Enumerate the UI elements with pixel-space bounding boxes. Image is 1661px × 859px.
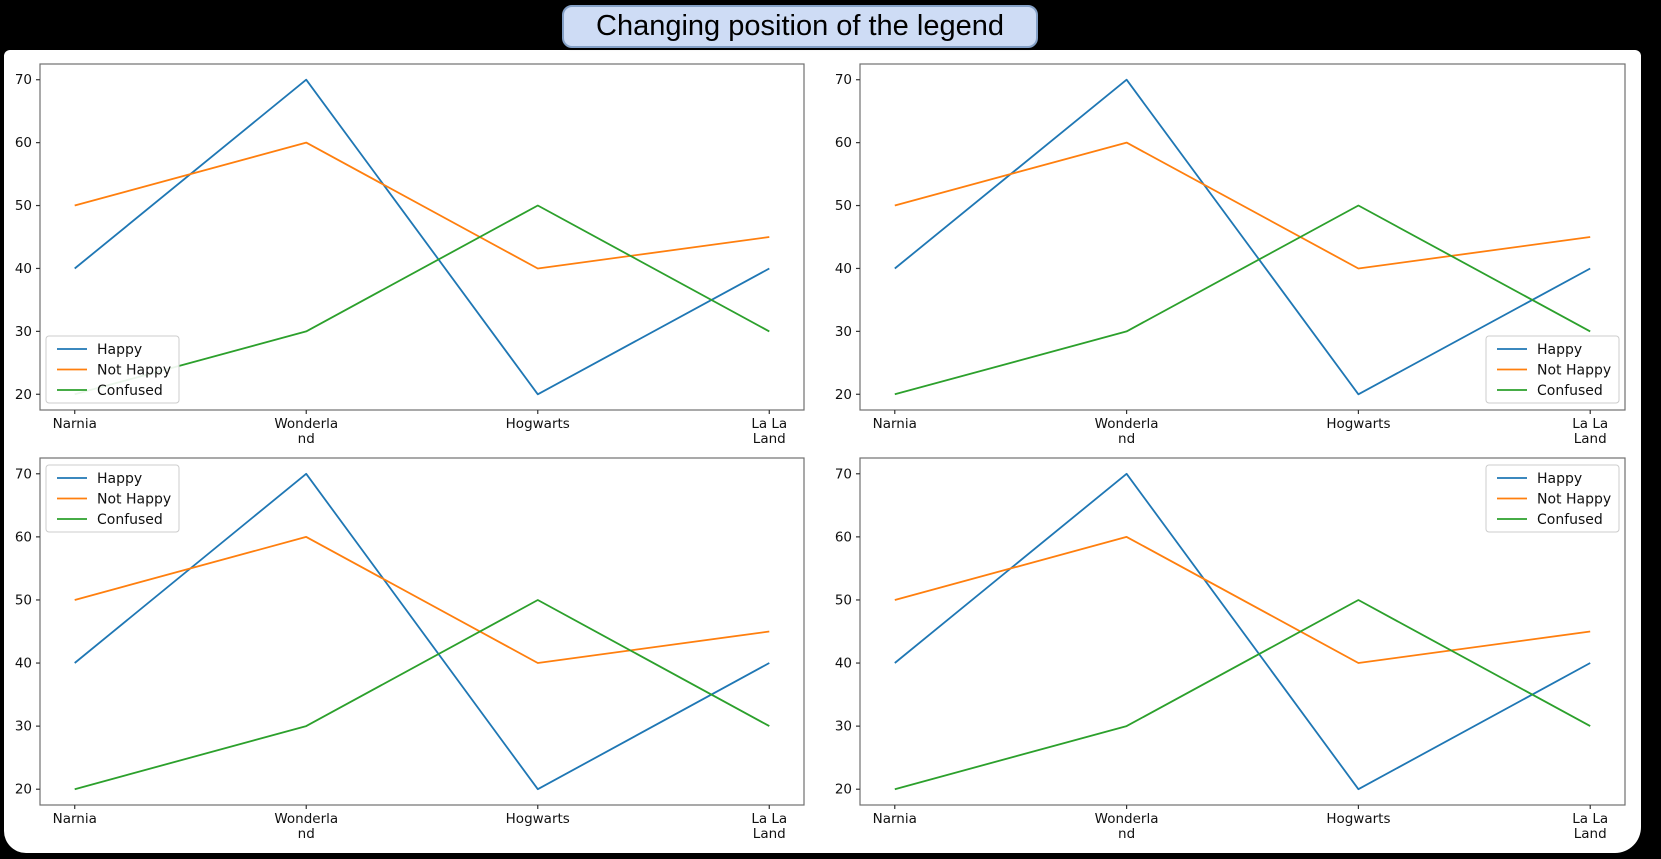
legend: Happy Not Happy Confused — [45, 335, 180, 404]
x-tick-label: nd — [1118, 431, 1135, 447]
x-tick-label: Land — [1574, 431, 1607, 447]
x-tick-label: Wonderla — [274, 416, 338, 432]
x-tick-label: Narnia — [873, 416, 917, 432]
y-tick-label: 40 — [15, 656, 32, 672]
y-tick-label: 20 — [835, 387, 852, 403]
legend-label: Not Happy — [97, 492, 171, 508]
legend-label: Confused — [1537, 383, 1603, 399]
y-tick-label: 50 — [15, 592, 32, 608]
y-tick-label: 60 — [835, 529, 852, 545]
y-tick-label: 70 — [835, 466, 852, 482]
y-tick-label: 30 — [15, 719, 32, 735]
legend-label: Confused — [97, 512, 163, 528]
y-tick-label: 60 — [15, 529, 32, 545]
plot-frame — [859, 63, 1626, 411]
legend: Happy Not Happy Confused — [1485, 464, 1620, 533]
x-tick-label: nd — [298, 431, 315, 447]
series-line-confused — [894, 599, 1591, 791]
legend-label: Happy — [1537, 471, 1582, 487]
x-tick-label: Narnia — [53, 811, 97, 827]
y-tick-label: 70 — [15, 72, 32, 88]
x-tick-label: Hogwarts — [1326, 811, 1390, 827]
y-tick-label: 20 — [15, 387, 32, 403]
legend-frame — [1485, 335, 1620, 404]
x-tick-label: Wonderla — [274, 811, 338, 827]
legend: Happy Not Happy Confused — [1485, 335, 1620, 404]
x-tick-label: Hogwarts — [1326, 416, 1390, 432]
x-tick-label: La La — [1572, 811, 1608, 827]
y-tick-label: 70 — [835, 72, 852, 88]
legend-label: Happy — [97, 471, 142, 487]
x-tick-label: Land — [1574, 826, 1607, 842]
legend-label: Not Happy — [1537, 363, 1611, 379]
x-tick-label: Land — [753, 431, 786, 447]
legend-label: Happy — [97, 342, 142, 358]
x-tick-label: La La — [751, 811, 787, 827]
y-tick-label: 40 — [835, 261, 852, 277]
series-line-confused — [74, 599, 770, 791]
x-tick-label: nd — [298, 826, 315, 842]
series-line-confused — [74, 204, 770, 396]
x-tick-label: Hogwarts — [506, 416, 570, 432]
y-tick-label: 30 — [15, 324, 32, 340]
x-tick-label: Wonderla — [1095, 811, 1159, 827]
y-tick-label: 40 — [835, 656, 852, 672]
x-tick-label: Narnia — [53, 416, 97, 432]
legend-label: Not Happy — [97, 363, 171, 379]
series-line-not-happy — [894, 536, 1591, 664]
y-tick-label: 50 — [835, 592, 852, 608]
x-tick-label: Narnia — [873, 811, 917, 827]
legend-label: Confused — [97, 383, 163, 399]
figure-title: Changing position of the legend — [596, 10, 1004, 42]
legend-frame — [45, 464, 180, 533]
plot-frame — [39, 63, 805, 411]
y-tick-label: 30 — [835, 719, 852, 735]
y-tick-label: 60 — [15, 135, 32, 151]
legend-frame — [45, 335, 180, 404]
legend-label: Confused — [1537, 512, 1603, 528]
legend-label: Happy — [1537, 342, 1582, 358]
legend-label: Not Happy — [1537, 492, 1611, 508]
figure-panel — [4, 50, 1641, 853]
x-tick-label: Hogwarts — [506, 811, 570, 827]
series-line-not-happy — [74, 141, 770, 270]
y-tick-label: 50 — [835, 198, 852, 214]
y-tick-label: 20 — [15, 782, 32, 798]
y-tick-label: 50 — [15, 198, 32, 214]
y-tick-label: 70 — [15, 466, 32, 482]
x-tick-label: La La — [751, 416, 787, 432]
figure-title-box: Changing position of the legend — [562, 5, 1038, 48]
plot-frame — [859, 457, 1626, 806]
x-tick-label: Wonderla — [1095, 416, 1159, 432]
y-tick-label: 40 — [15, 261, 32, 277]
y-tick-label: 20 — [835, 782, 852, 798]
legend-frame — [1485, 464, 1620, 533]
series-line-not-happy — [894, 141, 1591, 270]
series-line-confused — [894, 204, 1591, 396]
x-tick-label: Land — [753, 826, 786, 842]
legend: Happy Not Happy Confused — [45, 464, 180, 533]
x-tick-label: nd — [1118, 826, 1135, 842]
series-line-not-happy — [74, 536, 770, 664]
x-tick-label: La La — [1572, 416, 1608, 432]
y-tick-label: 30 — [835, 324, 852, 340]
plot-frame — [39, 457, 805, 806]
y-tick-label: 60 — [835, 135, 852, 151]
